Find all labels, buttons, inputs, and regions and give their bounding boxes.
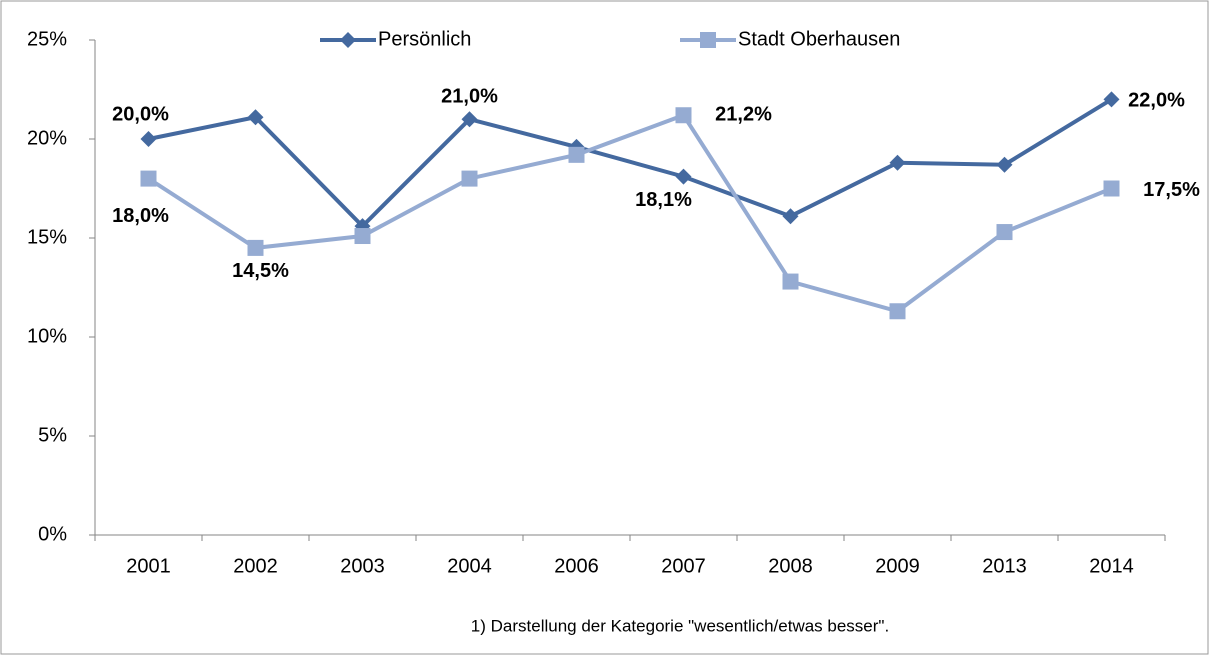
line bbox=[148, 97, 1113, 229]
marker bbox=[996, 224, 1013, 241]
marker bbox=[140, 170, 157, 187]
marker bbox=[247, 109, 264, 126]
marker bbox=[461, 170, 478, 187]
y-tick-label: 5% bbox=[38, 424, 67, 446]
marker bbox=[782, 208, 799, 225]
marker bbox=[889, 303, 906, 320]
x-tick-label: 2001 bbox=[126, 555, 171, 577]
x-tick-label: 2004 bbox=[447, 555, 492, 577]
marker bbox=[889, 154, 906, 171]
data-label: 20,0% bbox=[112, 103, 169, 125]
y-tick-label: 20% bbox=[27, 127, 67, 149]
marker bbox=[568, 146, 585, 163]
marker bbox=[461, 111, 478, 128]
data-label: 21,2% bbox=[715, 104, 772, 126]
legend-marker bbox=[700, 32, 716, 48]
marker bbox=[1103, 180, 1120, 197]
y-tick-label: 0% bbox=[38, 523, 67, 545]
data-label: 18,0% bbox=[112, 205, 169, 227]
line bbox=[147, 112, 1113, 314]
x-tick-label: 2013 bbox=[982, 555, 1027, 577]
data-label: 18,1% bbox=[635, 189, 692, 211]
y-tick-label: 15% bbox=[27, 226, 67, 248]
x-tick-label: 2006 bbox=[554, 555, 599, 577]
data-label: 14,5% bbox=[232, 260, 289, 282]
legend-marker bbox=[340, 32, 356, 48]
marker bbox=[675, 107, 692, 124]
legend-label: Persönlich bbox=[378, 28, 471, 50]
data-label: 17,5% bbox=[1143, 179, 1200, 201]
legend-label: Stadt Oberhausen bbox=[738, 28, 900, 50]
x-tick-label: 2007 bbox=[661, 555, 706, 577]
data-label: 22,0% bbox=[1128, 90, 1185, 112]
marker bbox=[996, 156, 1013, 173]
x-tick-label: 2014 bbox=[1089, 555, 1134, 577]
marker bbox=[782, 273, 799, 290]
marker bbox=[675, 168, 692, 185]
x-tick-label: 2003 bbox=[340, 555, 385, 577]
marker bbox=[247, 239, 264, 256]
marker bbox=[1103, 91, 1120, 108]
data-label: 21,0% bbox=[441, 85, 498, 107]
x-tick-label: 2008 bbox=[768, 555, 813, 577]
x-tick-label: 2002 bbox=[233, 555, 278, 577]
footnote: 1) Darstellung der Kategorie "wesentlich… bbox=[471, 616, 889, 635]
y-tick-label: 25% bbox=[27, 28, 67, 50]
marker bbox=[354, 228, 371, 245]
marker bbox=[140, 131, 157, 147]
y-tick-label: 10% bbox=[27, 325, 67, 347]
x-tick-label: 2009 bbox=[875, 555, 920, 577]
